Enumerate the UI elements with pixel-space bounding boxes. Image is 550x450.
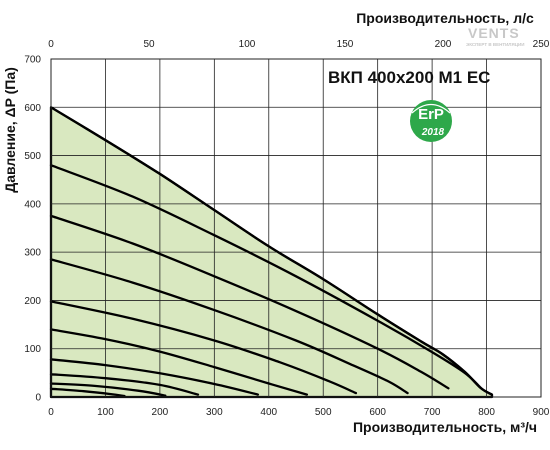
x-axis-title: Производительность, м³/ч	[353, 419, 537, 435]
y-tick-label: 400	[24, 199, 41, 210]
erp-badge-year: 2018	[421, 127, 445, 138]
chart-title: ВКП 400x200 М1 ЕС	[328, 68, 490, 87]
y-axis-title: Давление, ΔP (Па)	[2, 67, 18, 193]
y-tick-label: 0	[35, 393, 41, 404]
series-curve-4	[49, 300, 358, 395]
plot-border	[50, 58, 542, 398]
series-curve-5	[49, 328, 309, 396]
x2-tick-label: 200	[435, 39, 452, 50]
y-tick-label: 200	[24, 296, 41, 307]
x-tick-label: 400	[260, 407, 277, 418]
x-tick-label: 500	[315, 407, 332, 418]
vents-logo-tagline: ЭКСПЕРТ В ВЕНТИЛЯЦИИ	[466, 42, 524, 47]
y-tick-label: 500	[24, 151, 41, 162]
x2-tick-label: 50	[143, 39, 155, 50]
y-tick-label: 700	[24, 55, 41, 66]
erp-badge: ErP 2018	[410, 100, 452, 142]
erp-badge-arc	[411, 103, 451, 114]
x2-tick-label: 150	[337, 39, 354, 50]
y-tick-label: 100	[24, 344, 41, 355]
vents-logo: VENTS ЭКСПЕРТ В ВЕНТИЛЯЦИИ	[466, 25, 524, 47]
x2-axis-ticks: 0 50 100 150 200 250	[48, 39, 550, 50]
series-curve-6	[49, 358, 260, 396]
series-curve-1	[49, 164, 483, 390]
series-curve-7	[49, 373, 200, 396]
series-curve-3	[49, 258, 409, 395]
plot-frame	[50, 58, 542, 398]
x-tick-label: 300	[206, 407, 223, 418]
x-axis-ticks: 0 100 200 300 400 500 600 700 800 900	[48, 407, 550, 418]
series-curve-2	[49, 214, 450, 390]
erp-badge-circle	[410, 100, 452, 142]
x-tick-label: 800	[478, 407, 495, 418]
x2-tick-label: 250	[533, 39, 550, 50]
y-tick-label: 300	[24, 248, 41, 259]
x-tick-label: 600	[369, 407, 386, 418]
x2-tick-label: 0	[48, 39, 54, 50]
y-tick-label: 600	[24, 103, 41, 114]
vents-logo-name: VENTS	[468, 25, 520, 41]
x2-axis-title: Производительность, л/с	[356, 10, 534, 26]
plot-area	[49, 59, 541, 399]
y-axis-ticks: 0 100 200 300 400 500 600 700	[24, 55, 41, 404]
x-tick-label: 100	[97, 407, 114, 418]
x-tick-label: 700	[424, 407, 441, 418]
x2-tick-label: 100	[239, 39, 256, 50]
series-curve-9	[49, 387, 126, 398]
x-tick-label: 900	[533, 407, 550, 418]
erp-badge-label: ErP	[418, 106, 444, 123]
series-curve-8	[49, 382, 167, 397]
x-tick-label: 0	[48, 407, 54, 418]
x-tick-label: 200	[152, 407, 169, 418]
